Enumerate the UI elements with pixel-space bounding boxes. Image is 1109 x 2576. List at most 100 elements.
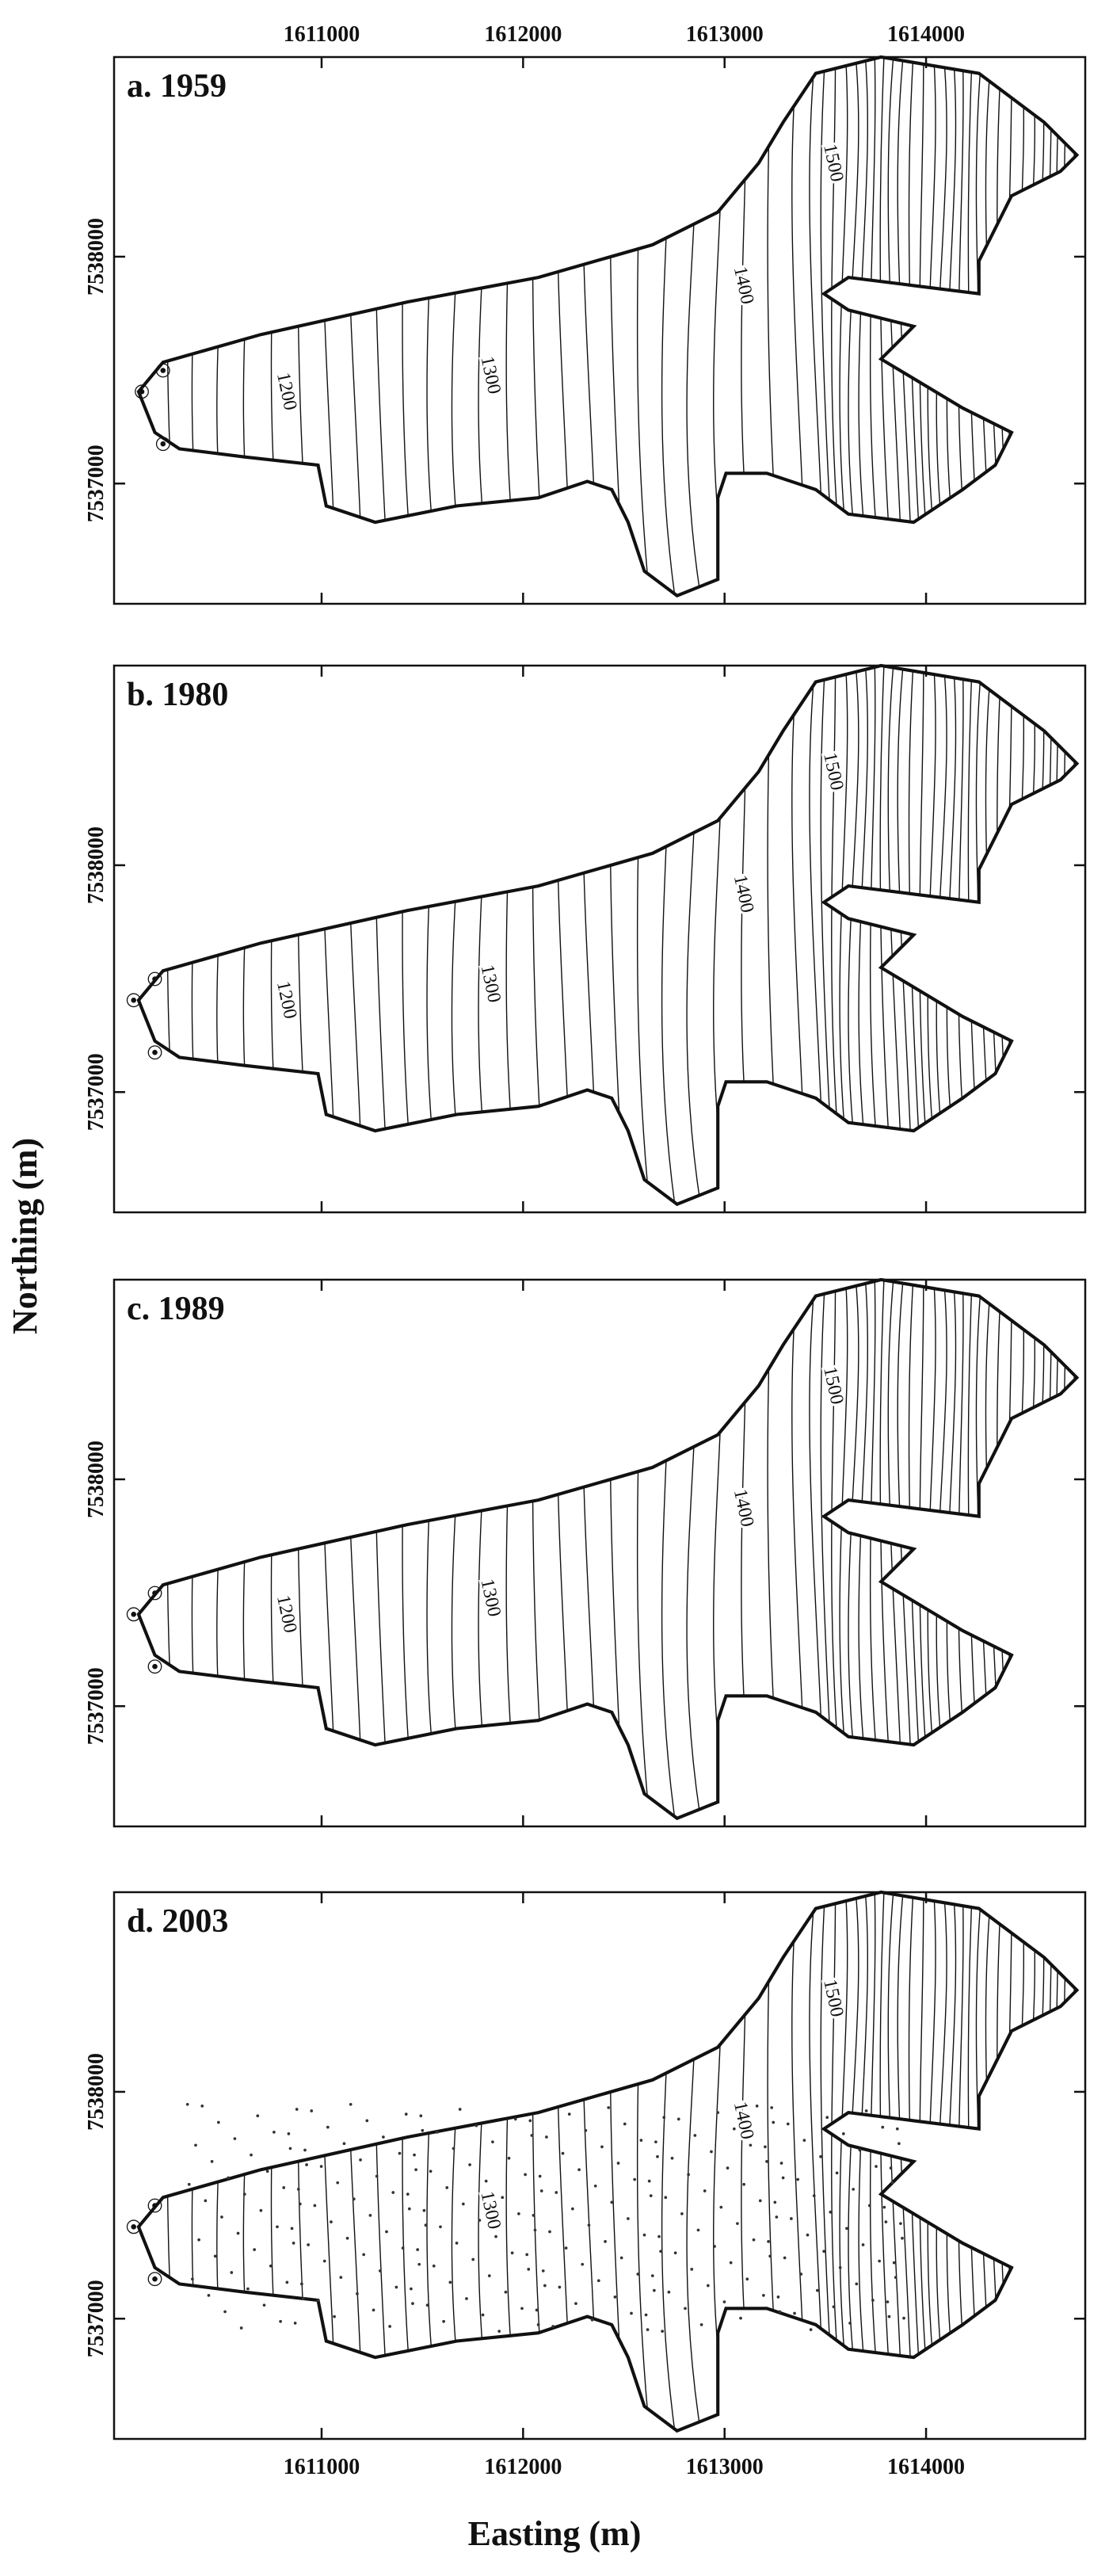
survey-point <box>382 2135 385 2139</box>
survey-point <box>339 2276 343 2280</box>
survey-point <box>322 2259 326 2263</box>
survey-point <box>535 2308 539 2312</box>
survey-point <box>646 2328 650 2331</box>
survey-point <box>902 2316 905 2320</box>
marker-dot <box>160 368 166 373</box>
survey-point <box>758 2199 762 2203</box>
survey-point <box>352 2197 356 2201</box>
plot-frame <box>112 1278 1087 1828</box>
survey-point <box>336 2181 340 2185</box>
survey-point <box>607 2106 611 2109</box>
survey-point <box>307 2243 310 2246</box>
survey-point <box>442 2319 445 2323</box>
survey-point <box>600 2145 604 2149</box>
survey-point <box>768 2254 772 2258</box>
glacier <box>139 1272 1099 1835</box>
contour-label: 1500 <box>819 1977 847 2018</box>
survey-point <box>901 2236 904 2240</box>
survey-point <box>310 2109 314 2112</box>
marker-dot <box>131 1612 137 1617</box>
survey-point <box>650 2274 654 2277</box>
survey-point <box>359 2158 362 2162</box>
survey-point <box>421 2128 425 2132</box>
survey-point <box>213 2254 217 2258</box>
survey-point <box>752 2238 756 2242</box>
contour-label: 1200 <box>272 371 300 412</box>
survey-point <box>452 2147 455 2150</box>
panel: c. 1989 1200 1300 1400 1500 7537000 7538000 <box>84 1272 1099 1835</box>
survey-point <box>227 2176 231 2180</box>
survey-point <box>670 2156 674 2160</box>
survey-point <box>527 2268 531 2271</box>
survey-point <box>445 2186 449 2189</box>
survey-point <box>262 2303 266 2307</box>
survey-point <box>536 2323 540 2326</box>
survey-point <box>414 2168 417 2172</box>
survey-point <box>398 2151 402 2155</box>
survey-point <box>696 2228 700 2232</box>
survey-point <box>781 2176 785 2180</box>
marker-ring <box>127 1608 139 1620</box>
survey-point <box>633 2177 636 2181</box>
survey-point <box>719 2205 723 2209</box>
survey-point <box>468 2163 471 2166</box>
marker-dot <box>131 2224 137 2230</box>
survey-point <box>316 2299 320 2302</box>
survey-point <box>375 2174 379 2178</box>
survey-point <box>417 2262 421 2266</box>
contour-label: 1500 <box>819 142 847 183</box>
survey-point <box>465 2297 468 2300</box>
survey-point <box>345 2236 349 2240</box>
survey-point <box>293 2321 297 2325</box>
marker-dot <box>152 1663 158 1670</box>
survey-point <box>892 2261 896 2265</box>
survey-point <box>593 2184 597 2188</box>
survey-point <box>889 2166 893 2170</box>
survey-point <box>852 2188 856 2191</box>
survey-point <box>819 2154 822 2158</box>
survey-point <box>812 2194 816 2198</box>
survey-point <box>558 2285 562 2289</box>
survey-point <box>642 2233 646 2237</box>
panel-title: d. 2003 <box>127 1903 228 1940</box>
survey-point <box>356 2292 359 2296</box>
survey-point <box>368 2214 372 2217</box>
survey-point <box>796 2177 799 2181</box>
survey-point <box>259 2208 263 2212</box>
survey-point <box>871 2299 875 2302</box>
survey-point <box>200 2105 204 2108</box>
survey-point <box>362 2253 366 2257</box>
survey-point <box>424 2223 428 2227</box>
survey-point <box>654 2140 657 2144</box>
survey-point <box>425 2303 429 2307</box>
survey-point <box>478 2219 482 2222</box>
survey-point <box>778 2310 782 2314</box>
survey-point <box>623 2122 627 2126</box>
survey-point <box>326 2125 330 2129</box>
survey-point <box>319 2165 323 2168</box>
survey-point <box>762 2293 765 2297</box>
survey-point <box>835 2171 839 2175</box>
survey-point <box>272 2130 276 2134</box>
survey-point <box>539 2189 543 2192</box>
contour-label: 1200 <box>272 1593 300 1635</box>
marker-ring <box>148 1660 161 1673</box>
survey-point <box>649 2194 653 2198</box>
survey-point <box>726 2166 730 2170</box>
contour-label: 1400 <box>730 265 757 306</box>
panel: b. 1980 1200 1300 1400 1500 7537000 7538000 <box>84 658 1099 1221</box>
survey-point <box>191 2277 194 2281</box>
survey-point <box>776 2296 780 2299</box>
plot-frame <box>112 664 1087 1214</box>
survey-point <box>528 2119 532 2123</box>
survey-point <box>520 2307 524 2311</box>
survey-point <box>246 2287 250 2291</box>
survey-point <box>749 2143 753 2147</box>
x-tick-label: 1613000 <box>686 22 764 47</box>
survey-point <box>416 2248 420 2251</box>
marker-ring <box>135 385 148 398</box>
survey-point <box>388 2325 391 2328</box>
survey-point <box>296 2188 300 2191</box>
survey-point <box>507 2156 511 2160</box>
survey-point <box>285 2280 289 2284</box>
